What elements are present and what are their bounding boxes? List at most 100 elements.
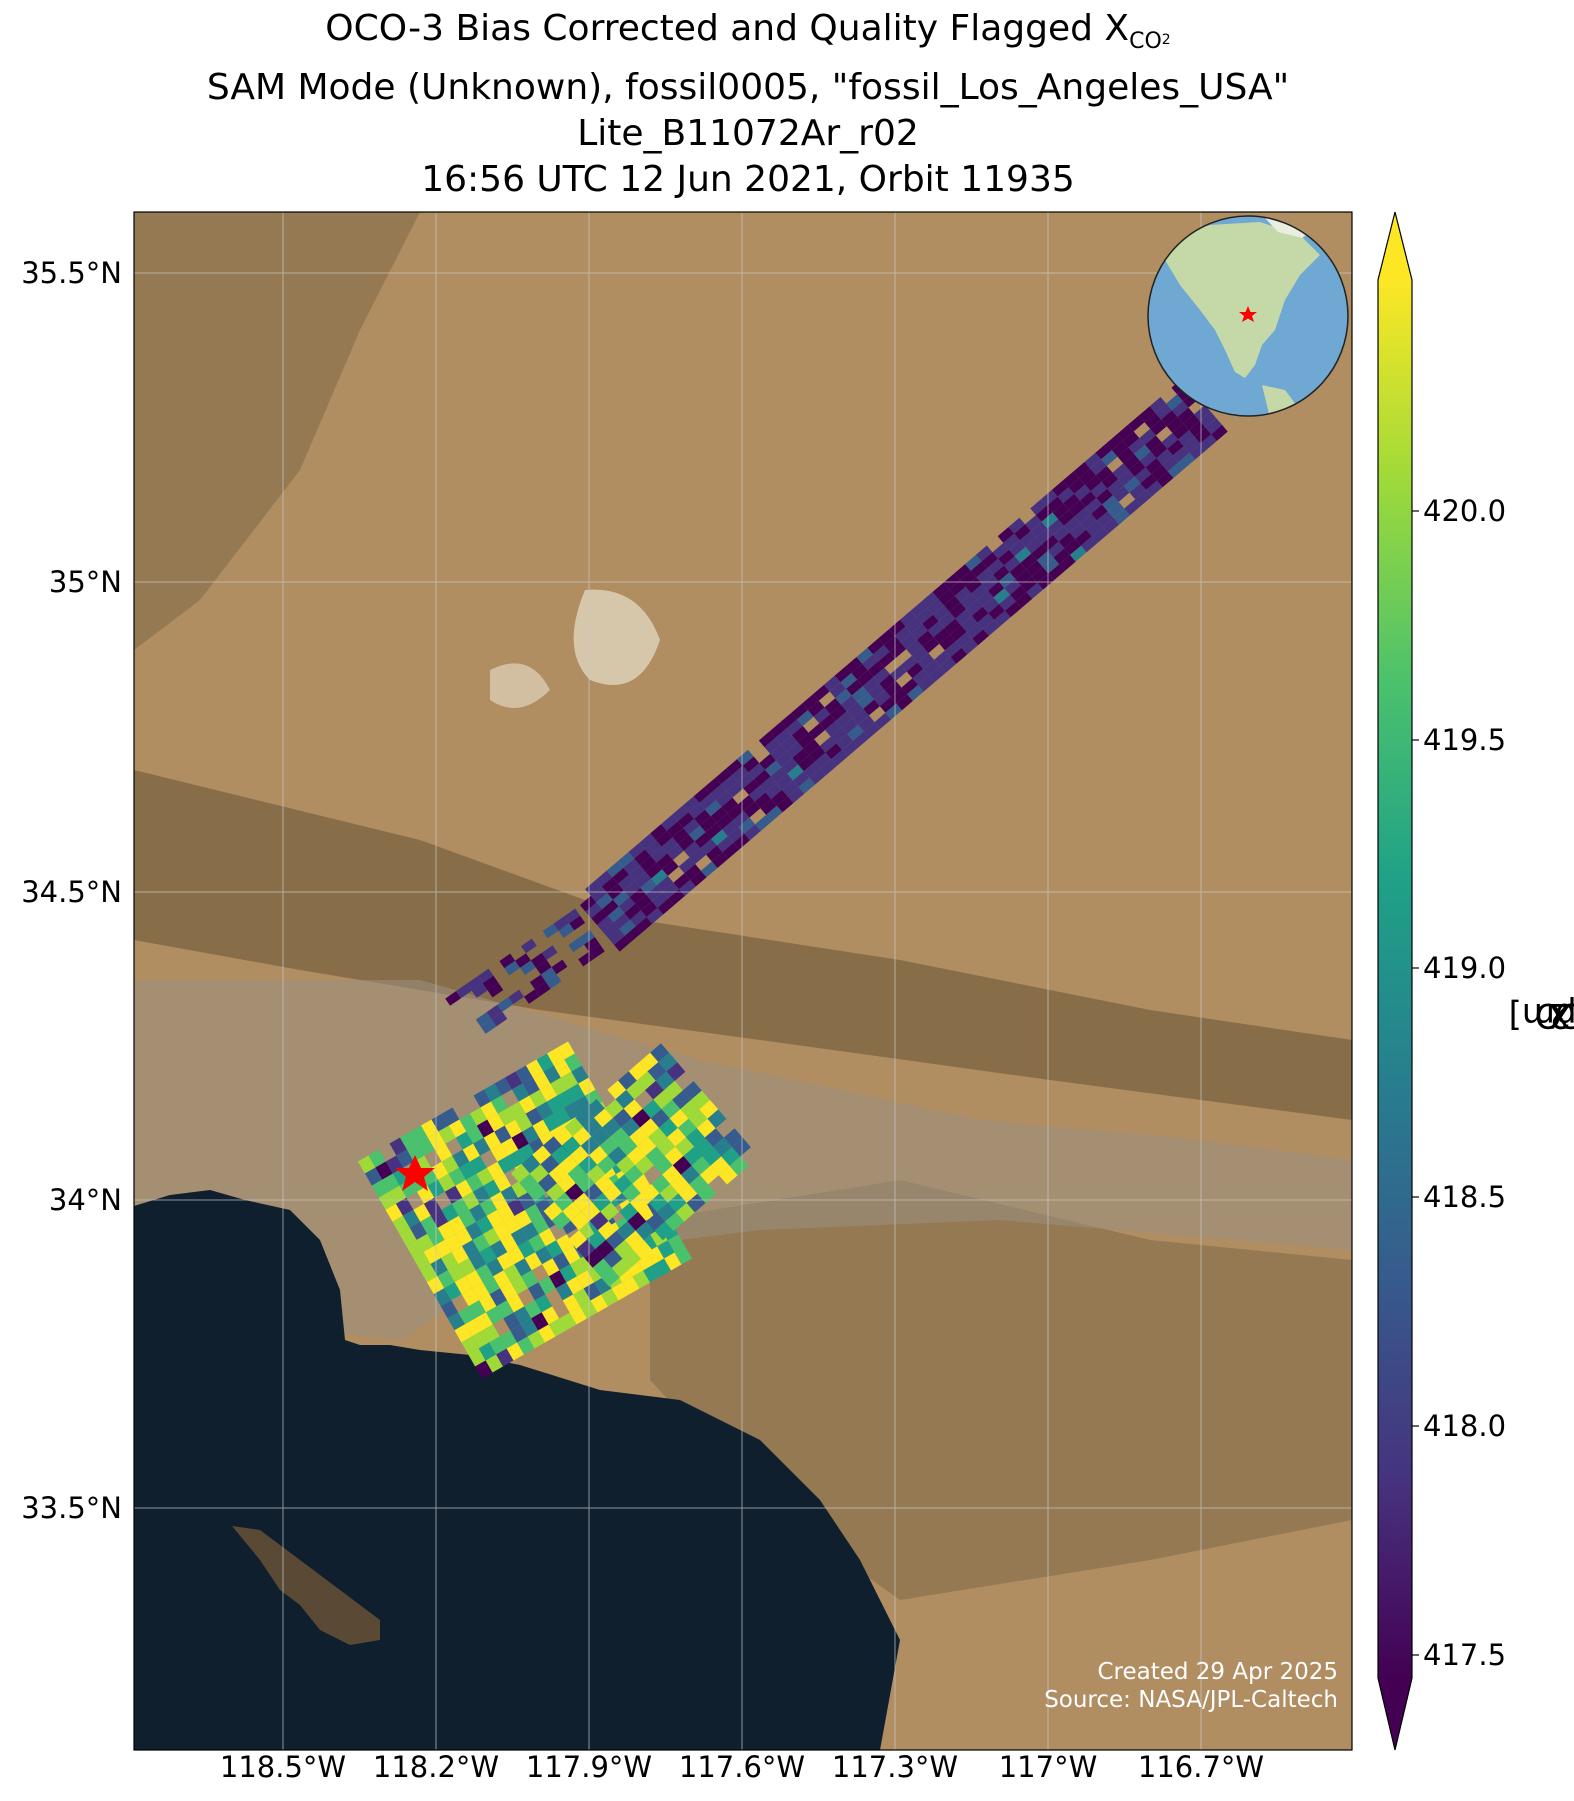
- xco2-footprint: [1085, 497, 1103, 514]
- xco2-footprint: [987, 581, 1005, 598]
- xco2-footprint: [684, 864, 701, 880]
- xco2-footprint: [661, 814, 678, 831]
- xco2-footprint: [959, 570, 977, 587]
- xco2-footprint: [527, 1330, 545, 1349]
- xco2-footprint: [1156, 471, 1174, 488]
- xco2-footprint: [520, 960, 536, 975]
- xco2-footprint: [1150, 419, 1167, 436]
- xco2-footprint: [744, 824, 761, 841]
- xco2-footprint: [1172, 423, 1189, 440]
- xco2-footprint: [640, 1183, 660, 1203]
- xco2-footprint: [786, 719, 803, 736]
- xco2-footprint: [629, 865, 646, 882]
- xco2-footprint: [1124, 499, 1141, 516]
- xco2-footprint: [592, 1192, 611, 1212]
- xco2-footprint: [567, 1164, 587, 1184]
- xco2-footprint: [699, 793, 716, 810]
- xco2-footprint: [590, 1294, 608, 1313]
- xco2-footprint: [878, 629, 895, 646]
- xco2-footprint: [743, 801, 761, 818]
- xco2-footprint: [738, 817, 756, 834]
- xco2-footprint: [476, 1167, 494, 1186]
- xco2-footprint: [715, 791, 733, 807]
- xco2-footprint: [615, 1089, 635, 1109]
- xco2-footprint: [775, 728, 792, 745]
- xco2-footprint: [562, 1294, 581, 1313]
- xco2-footprint: [1145, 435, 1162, 452]
- xco2-footprint: [1145, 458, 1163, 474]
- xco2-footprint: [623, 1099, 643, 1119]
- xco2-footprint: [479, 1197, 498, 1216]
- xco2-footprint: [760, 799, 777, 815]
- xco2-footprint: [528, 1234, 546, 1253]
- xco2-footprint: [564, 1117, 584, 1137]
- xco2-footprint: [704, 1128, 724, 1147]
- xco2-footprint: [666, 821, 684, 838]
- xco2-footprint: [910, 601, 928, 618]
- xco2-footprint: [993, 588, 1011, 604]
- xco2-footprint: [661, 1099, 681, 1119]
- xco2-footprint: [520, 1318, 539, 1337]
- xco2-footprint: [510, 1228, 529, 1247]
- xco2-footprint: [594, 1108, 613, 1128]
- xco2-footprint: [1063, 516, 1081, 533]
- xco2-footprint: [1178, 430, 1195, 447]
- xco2-footprint: [1134, 467, 1152, 484]
- xco2-footprint: [535, 1246, 553, 1265]
- xco2-footprint: [626, 1146, 646, 1165]
- xco2-footprint: [480, 1019, 497, 1034]
- xco2-footprint: [1091, 504, 1108, 521]
- xco2-footprint: [543, 1065, 561, 1084]
- xco2-footprint: [548, 1318, 566, 1337]
- xco2-footprint: [775, 751, 793, 768]
- xco2-footprint: [710, 1156, 730, 1176]
- xco2-footprint: [1151, 464, 1168, 481]
- xco2-footprint: [675, 1137, 695, 1156]
- xco2-footprint: [976, 545, 993, 562]
- xco2-footprint: [1020, 576, 1038, 593]
- xco2-footprint: [650, 1109, 670, 1128]
- xco2-footprint: [797, 732, 815, 749]
- xco2-footprint: [608, 929, 625, 945]
- xco2-footprint: [438, 1173, 456, 1192]
- xco2-footprint: [922, 614, 939, 631]
- xco2-footprint: [1019, 531, 1037, 547]
- xco2-footprint: [802, 694, 819, 711]
- xco2-footprint: [677, 1118, 697, 1138]
- xco2-footprint: [873, 667, 891, 684]
- xco2-footprint: [568, 937, 585, 953]
- xco2-footprint: [765, 783, 783, 799]
- xco2-footprint: [705, 800, 722, 817]
- xco2-footprint: [786, 741, 804, 758]
- xco2-footprint: [475, 1312, 493, 1331]
- xco2-footprint: [955, 631, 973, 648]
- xco2-footprint: [514, 1258, 532, 1277]
- mountain-range-south: [650, 1180, 1352, 1600]
- xco2-footprint: [542, 923, 559, 939]
- xco2-footprint: [813, 684, 830, 701]
- xco2-footprint: [601, 1288, 619, 1307]
- xco2-footprint: [955, 609, 972, 626]
- xco2-footprint: [857, 670, 874, 687]
- xco2-footprint: [631, 1108, 651, 1128]
- xco2-footprint: [867, 638, 884, 655]
- xco2-footprint: [1084, 452, 1102, 469]
- xco2-footprint: [532, 1119, 550, 1138]
- xco2-footprint: [441, 1252, 459, 1271]
- xco2-footprint: [430, 1258, 448, 1277]
- xco2-footprint: [1113, 485, 1130, 502]
- xco2-footprint: [611, 1258, 631, 1278]
- xco2-footprint: [613, 913, 631, 929]
- xco2-footprint: [666, 1062, 686, 1081]
- xco2-footprint: [573, 1288, 591, 1307]
- xco2-footprint: [607, 1146, 627, 1165]
- xco2-footprint: [1149, 397, 1167, 413]
- xco2-footprint: [1134, 444, 1151, 461]
- xco2-footprint: [700, 861, 718, 878]
- xco2-footprint: [548, 1164, 568, 1184]
- xco2-footprint: [971, 606, 989, 623]
- xco2-footprint: [561, 1136, 581, 1156]
- xco2-footprint: [1068, 477, 1086, 494]
- xco2-footprint: [933, 605, 950, 622]
